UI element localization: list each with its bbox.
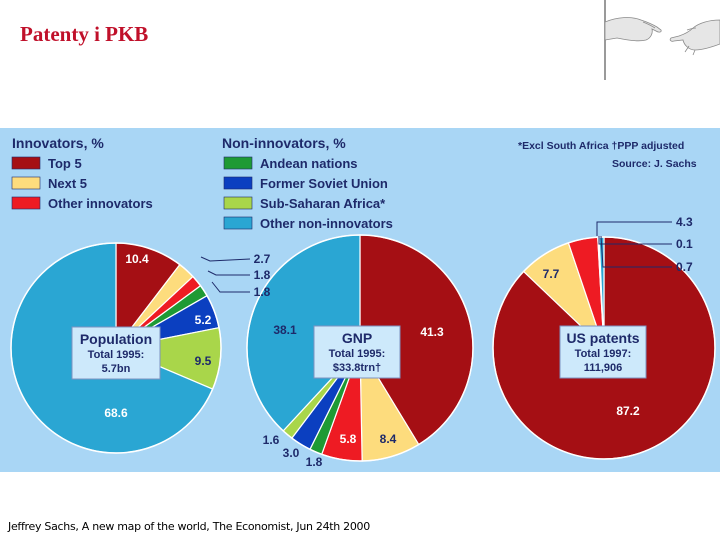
pie-population-label-top5: 10.4	[125, 252, 149, 266]
legend-swatch-other-non	[224, 217, 252, 229]
footnote-text: *Excl South Africa †PPP adjusted	[518, 140, 684, 152]
legend-label-other-non: Other non-innovators	[260, 216, 393, 231]
pie-gnp-label-top5: 41.3	[420, 325, 444, 339]
legend-swatch-andean	[224, 157, 252, 169]
legend-swatch-subsaharan	[224, 197, 252, 209]
legend-label-andean: Andean nations	[260, 156, 358, 171]
pie-patents-label-other-innovators: 4.3	[676, 215, 693, 229]
legend-label-subsaharan: Sub-Saharan Africa*	[260, 196, 386, 211]
patents-box-line2: 111,906	[584, 362, 623, 374]
gnp-box-title: GNP	[342, 330, 372, 346]
pie-gnp-label-next5: 8.4	[380, 432, 397, 446]
legend-swatch-top5	[12, 157, 40, 169]
legend-swatch-soviet	[224, 177, 252, 189]
innovation-figure: Innovators, % Top 5 Next 5 Other innovat…	[0, 128, 720, 472]
leader-patents-other-innovators	[597, 222, 672, 236]
legend-non-innovators-title: Non-innovators, %	[222, 135, 346, 151]
legend-label-next5: Next 5	[48, 176, 87, 191]
patents-box-title: US patents	[566, 330, 639, 346]
population-box-title: Population	[80, 331, 152, 347]
population-info-box: Population Total 1995: 5.7bn	[72, 327, 160, 379]
leader-pop-next5	[201, 257, 250, 261]
leader-pop-other-innovators	[208, 271, 250, 275]
legend-label-soviet: Former Soviet Union	[260, 176, 388, 191]
pie-patents-label-soviet: 0.1	[676, 237, 693, 251]
pie-gnp-label-other-innovators: 5.8	[340, 432, 357, 446]
legend-label-top5: Top 5	[48, 156, 82, 171]
pie-charts-svg: Innovators, % Top 5 Next 5 Other innovat…	[0, 128, 720, 472]
pie-population-label-other-innovators: 1.8	[254, 268, 271, 282]
source-caption: Jeffrey Sachs, A new map of the world, T…	[8, 520, 370, 533]
pie-gnp-label-other-non: 38.1	[273, 323, 297, 337]
pie-patents-label-other-non: 0.7	[676, 260, 693, 274]
legend-innovators-title: Innovators, %	[12, 135, 104, 151]
pie-population-label-andean: 1.8	[254, 285, 271, 299]
population-box-line2: 5.7bn	[102, 363, 131, 375]
pie-population-label-other-non: 68.6	[104, 406, 128, 420]
pie-population-label-next5: 2.7	[254, 252, 271, 266]
legend-swatch-next5	[12, 177, 40, 189]
source-text: Source: J. Sachs	[612, 158, 697, 170]
patents-info-box: US patents Total 1997: 111,906	[560, 326, 646, 378]
pie-gnp-label-subsaharan: 1.6	[263, 433, 280, 447]
gnp-box-line1: Total 1995:	[329, 348, 386, 360]
legend-label-other-innovators: Other innovators	[48, 196, 153, 211]
creation-hands-icon	[605, 0, 720, 70]
pie-population-label-subsaharan: 9.5	[195, 354, 212, 368]
population-box-line1: Total 1995:	[88, 349, 145, 361]
pie-patents-label-next5: 7.7	[543, 267, 560, 281]
legend-swatch-other-innovators	[12, 197, 40, 209]
leader-pop-andean	[212, 282, 250, 292]
slide-title: Patenty i PKB	[20, 22, 148, 47]
pie-gnp-label-andean: 1.8	[306, 455, 323, 469]
gnp-info-box: GNP Total 1995: $33.8trn†	[314, 326, 400, 378]
pie-gnp-label-soviet: 3.0	[283, 446, 300, 460]
pie-patents-label-top5: 87.2	[616, 404, 640, 418]
gnp-box-line2: $33.8trn†	[333, 362, 381, 374]
patents-box-line1: Total 1997:	[575, 348, 632, 360]
pie-population-label-soviet: 5.2	[195, 313, 212, 327]
